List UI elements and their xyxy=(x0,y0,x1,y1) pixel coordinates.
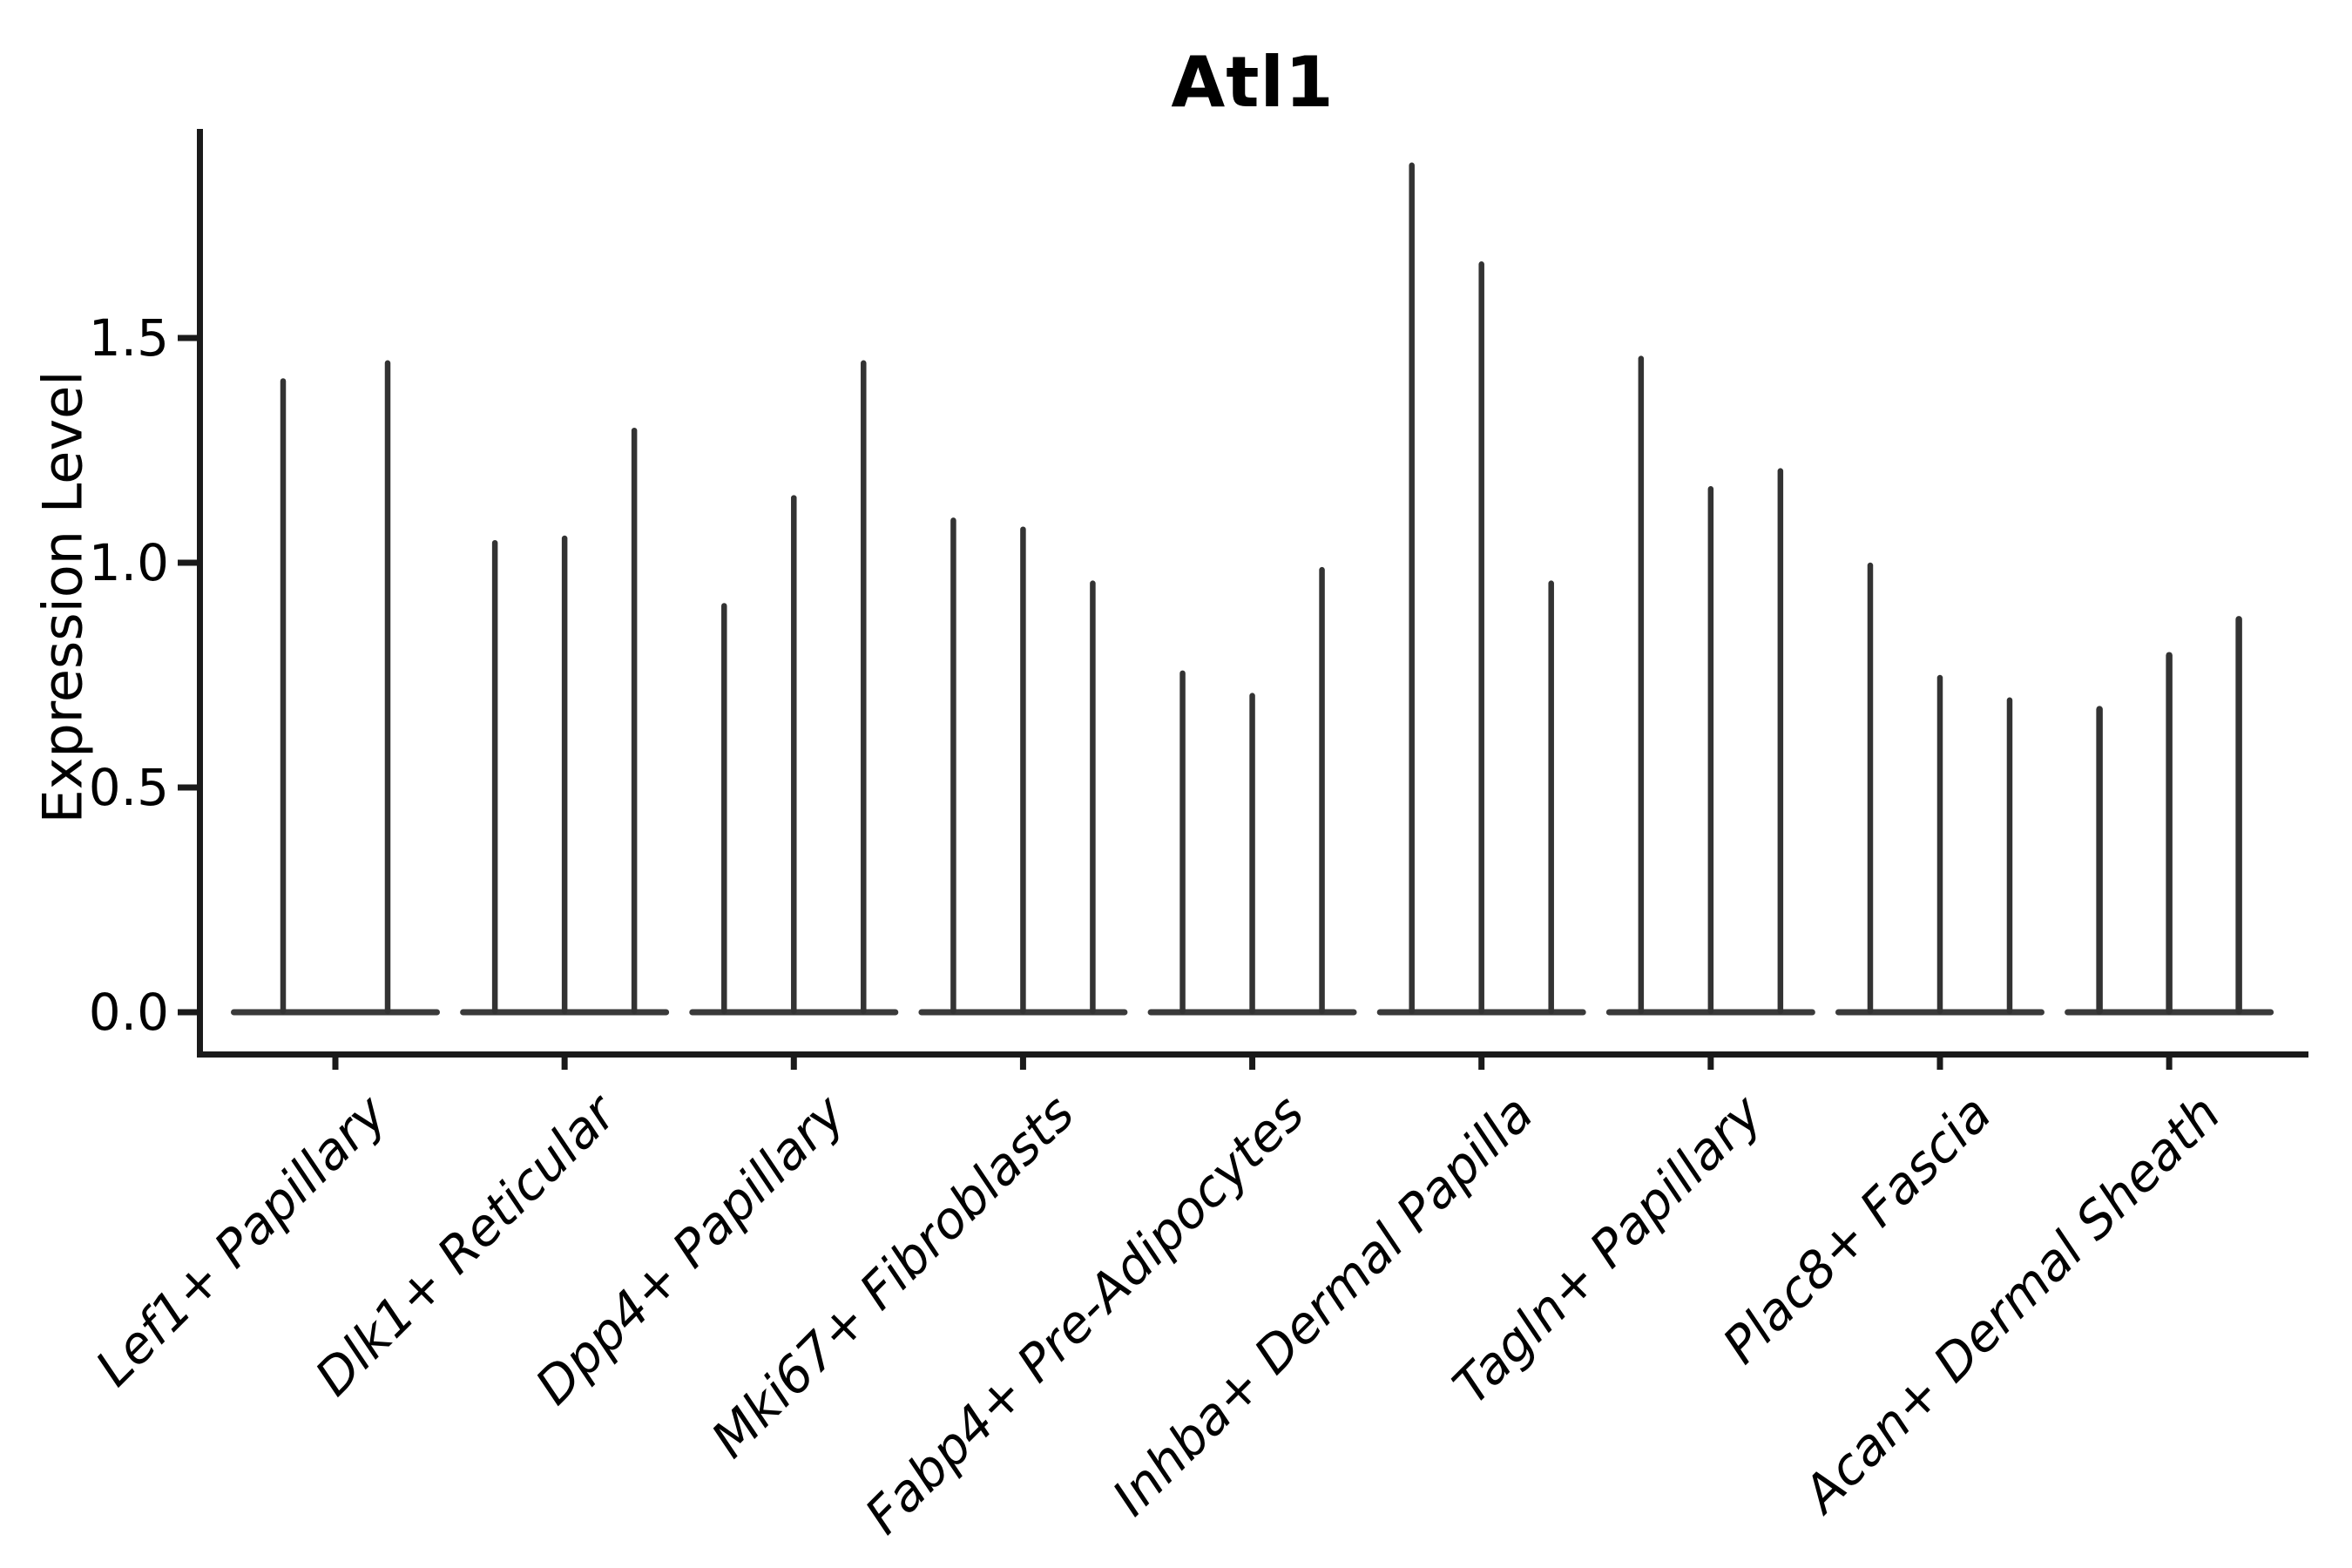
x-tick xyxy=(1478,1056,1485,1070)
x-axis-spine xyxy=(197,1051,2308,1058)
x-tick xyxy=(1936,1056,1943,1070)
y-tick-label: 0.0 xyxy=(88,983,169,1042)
x-tick xyxy=(790,1056,797,1070)
x-tick xyxy=(1707,1056,1714,1070)
y-tick xyxy=(178,335,197,341)
y-tick-label: 1.5 xyxy=(88,308,169,368)
x-tick xyxy=(2166,1056,2173,1070)
y-tick xyxy=(178,559,197,566)
y-tick-label: 1.0 xyxy=(88,533,169,592)
x-tick xyxy=(332,1056,339,1070)
y-tick-label: 0.5 xyxy=(88,758,169,817)
y-axis-spine xyxy=(197,129,203,1058)
x-tick xyxy=(561,1056,568,1070)
x-tick xyxy=(1249,1056,1256,1070)
plot-title: Atl1 xyxy=(1171,42,1335,123)
violin-base xyxy=(231,1009,440,1016)
y-tick xyxy=(178,1009,197,1016)
y-tick xyxy=(178,784,197,791)
x-tick xyxy=(1019,1056,1026,1070)
